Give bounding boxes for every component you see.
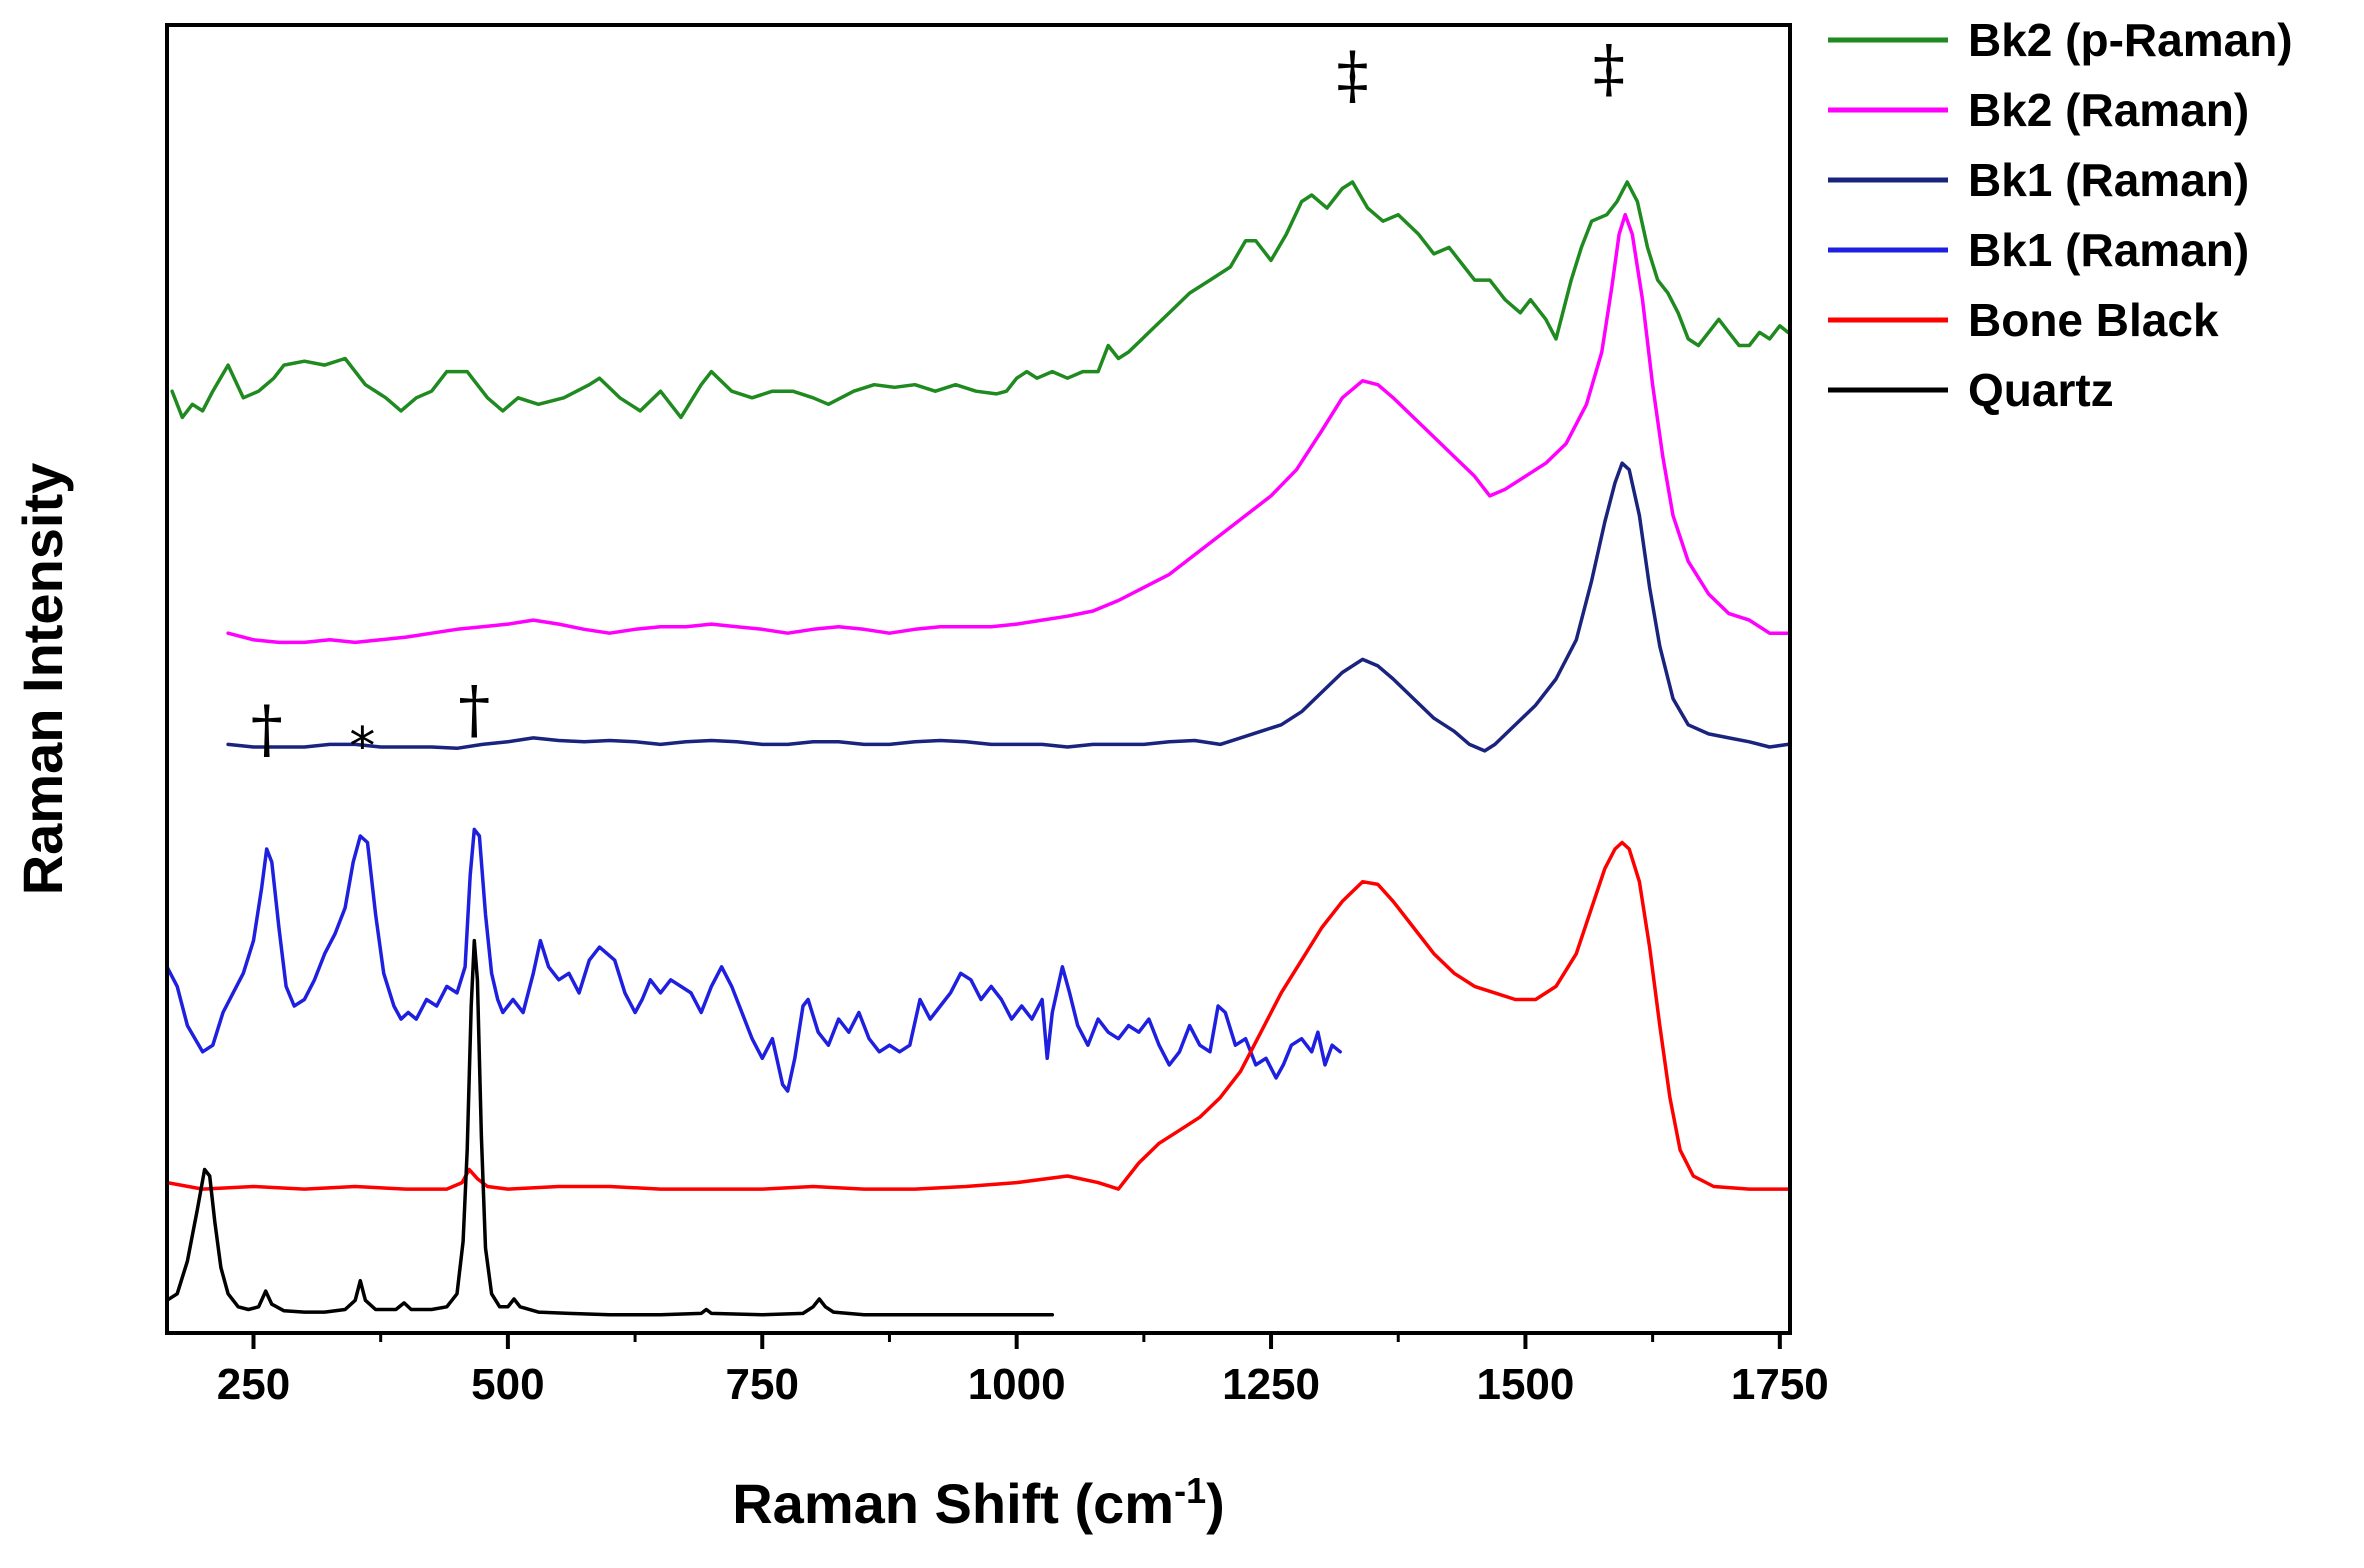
series-line-3 bbox=[167, 827, 1342, 1093]
legend-label-4: Bone Black bbox=[1968, 294, 2219, 346]
legend-label-3: Bk1 (Raman) bbox=[1968, 224, 2249, 276]
series-line-1 bbox=[226, 212, 1790, 645]
x-tick-label-250: 250 bbox=[217, 1360, 290, 1409]
x-axis: 250 500 750 1000 1250 1500 1750 bbox=[217, 1333, 1829, 1409]
legend-label-0: Bk2 (p-Raman) bbox=[1968, 14, 2293, 66]
series-line-2 bbox=[226, 461, 1790, 753]
x-tick-label-750: 750 bbox=[726, 1360, 799, 1409]
x-tick-label-1750: 1750 bbox=[1731, 1360, 1829, 1409]
peak-annotation-0: † bbox=[251, 693, 283, 767]
peak-annotation-1: * bbox=[349, 717, 375, 777]
x-tick-label-1250: 1250 bbox=[1222, 1360, 1320, 1409]
legend: Bk2 (p-Raman) Bk2 (Raman) Bk1 (Raman) Bk1 (… bbox=[1828, 14, 2293, 416]
legend-label-5: Quartz bbox=[1968, 364, 2114, 416]
series-line-0 bbox=[170, 180, 1790, 420]
peak-annotation-3: ‡ bbox=[1336, 39, 1368, 113]
annotation-layer: † * † ‡ ‡ bbox=[251, 32, 1625, 777]
series-line-5 bbox=[167, 938, 1055, 1317]
x-tick-label-1000: 1000 bbox=[968, 1360, 1066, 1409]
peak-annotation-2: † bbox=[458, 673, 490, 747]
series-line-4 bbox=[167, 840, 1790, 1191]
x-axis-title: Raman Shift (cm-1) bbox=[732, 1470, 1225, 1536]
plot-frame bbox=[165, 23, 1792, 1335]
series-layer bbox=[167, 180, 1790, 1317]
y-axis-title: Raman Intensity bbox=[11, 463, 74, 896]
peak-annotation-4: ‡ bbox=[1593, 32, 1625, 106]
x-tick-label-500: 500 bbox=[471, 1360, 544, 1409]
x-tick-label-1500: 1500 bbox=[1476, 1360, 1574, 1409]
legend-label-1: Bk2 (Raman) bbox=[1968, 84, 2249, 136]
legend-label-2: Bk1 (Raman) bbox=[1968, 154, 2249, 206]
